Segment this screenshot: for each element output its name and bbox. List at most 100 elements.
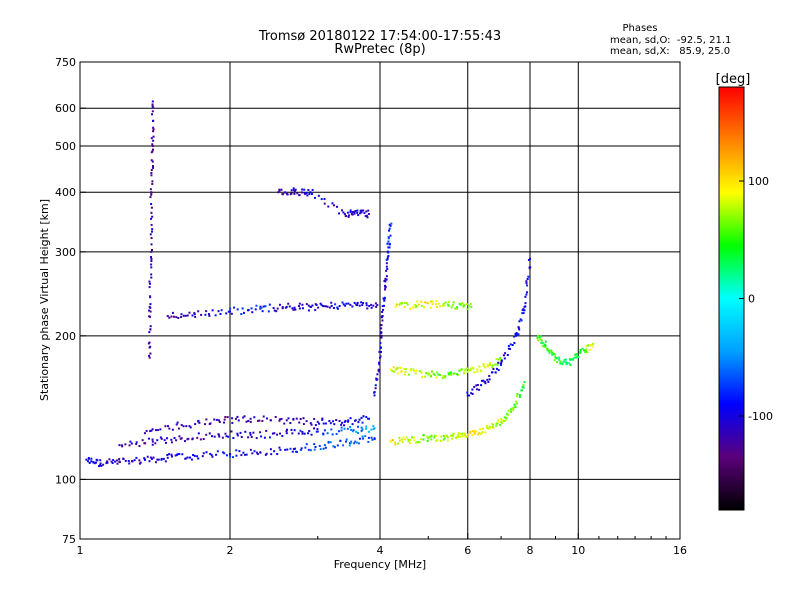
trace-point <box>217 433 220 436</box>
trace-point <box>314 424 317 427</box>
trace-point <box>213 435 216 438</box>
trace-point <box>352 429 355 432</box>
trace-point <box>356 209 359 212</box>
trace-point <box>152 126 155 129</box>
trace-point <box>278 188 281 191</box>
trace-point <box>559 360 562 363</box>
data-point <box>394 305 397 308</box>
trace-point <box>455 435 458 438</box>
trace-point <box>345 214 348 217</box>
trace-point <box>368 304 371 307</box>
trace-point <box>518 394 521 397</box>
trace-point <box>305 420 308 423</box>
trace-point <box>518 320 521 323</box>
trace-point <box>128 462 131 465</box>
trace-point <box>273 309 276 312</box>
trace-point <box>550 349 553 352</box>
trace-point <box>182 314 185 317</box>
trace-point <box>157 429 160 432</box>
trace-point <box>386 250 389 253</box>
trace-point <box>467 394 470 397</box>
trace-point <box>263 436 266 439</box>
trace-point <box>383 296 386 299</box>
x-tick-label: 6 <box>464 544 471 557</box>
trace-point <box>338 212 341 215</box>
trace-point <box>149 310 152 313</box>
trace-point <box>476 370 479 373</box>
trace-point <box>554 353 557 356</box>
data-point <box>379 356 381 359</box>
trace-point <box>513 403 516 406</box>
trace-point <box>476 383 479 386</box>
trace-point <box>186 456 189 459</box>
data-point <box>356 304 359 307</box>
trace-point <box>495 424 498 427</box>
data-point <box>193 313 196 316</box>
trace-point <box>116 462 119 465</box>
trace-point <box>276 453 279 456</box>
trace-point <box>351 210 354 213</box>
trace-point <box>116 459 119 462</box>
trace-point <box>380 324 383 327</box>
trace-point <box>572 358 575 361</box>
trace-point <box>483 380 486 383</box>
trace-point <box>446 303 449 306</box>
trace-point <box>333 423 336 426</box>
y-tick-label: 400 <box>55 186 76 199</box>
trace-point <box>191 437 194 440</box>
trace-point <box>353 442 356 445</box>
trace-point <box>587 344 590 347</box>
data-point <box>148 356 151 359</box>
trace-point <box>311 188 314 191</box>
trace-point <box>171 311 174 314</box>
trace-point <box>286 193 289 196</box>
trace-point <box>242 311 245 314</box>
data-point <box>466 394 469 397</box>
trace-point <box>302 423 305 426</box>
trace-point <box>454 307 457 310</box>
trace-point <box>388 227 391 230</box>
trace-point <box>522 386 525 389</box>
trace-point <box>521 386 524 389</box>
trace-point <box>110 460 113 463</box>
trace-point <box>249 431 252 434</box>
trace-point <box>400 302 403 305</box>
trace-point <box>442 435 445 438</box>
trace-point <box>401 438 404 441</box>
trace-point <box>170 315 173 318</box>
trace-point <box>550 351 553 354</box>
trace-point <box>326 432 329 435</box>
trace-point <box>403 305 406 308</box>
trace-point <box>314 196 317 199</box>
trace-point <box>307 448 310 451</box>
trace-point <box>247 419 250 422</box>
trace-point <box>543 345 546 348</box>
trace-point <box>348 444 351 447</box>
trace-point <box>313 417 316 420</box>
trace-point <box>362 415 365 418</box>
trace-point <box>470 392 473 395</box>
trace-point <box>255 451 258 454</box>
trace-point <box>354 210 357 213</box>
trace-point <box>229 307 232 310</box>
trace-point <box>551 353 554 356</box>
trace-point <box>457 432 460 435</box>
trace-point <box>323 202 326 205</box>
trace-point <box>525 282 528 285</box>
trace-point <box>495 367 498 370</box>
trace-point <box>469 369 472 372</box>
trace-point <box>366 417 369 420</box>
trace-point <box>305 192 308 195</box>
trace-point <box>342 211 345 214</box>
trace-point <box>184 314 187 317</box>
trace-point <box>183 440 186 443</box>
trace-point <box>387 254 390 257</box>
trace-point <box>157 458 160 461</box>
trace-point <box>224 432 227 435</box>
trace-point <box>181 453 184 456</box>
trace-point <box>434 440 437 443</box>
trace-point <box>234 417 237 420</box>
data-point <box>148 305 151 308</box>
data-point <box>316 430 319 433</box>
trace-point <box>148 341 151 344</box>
